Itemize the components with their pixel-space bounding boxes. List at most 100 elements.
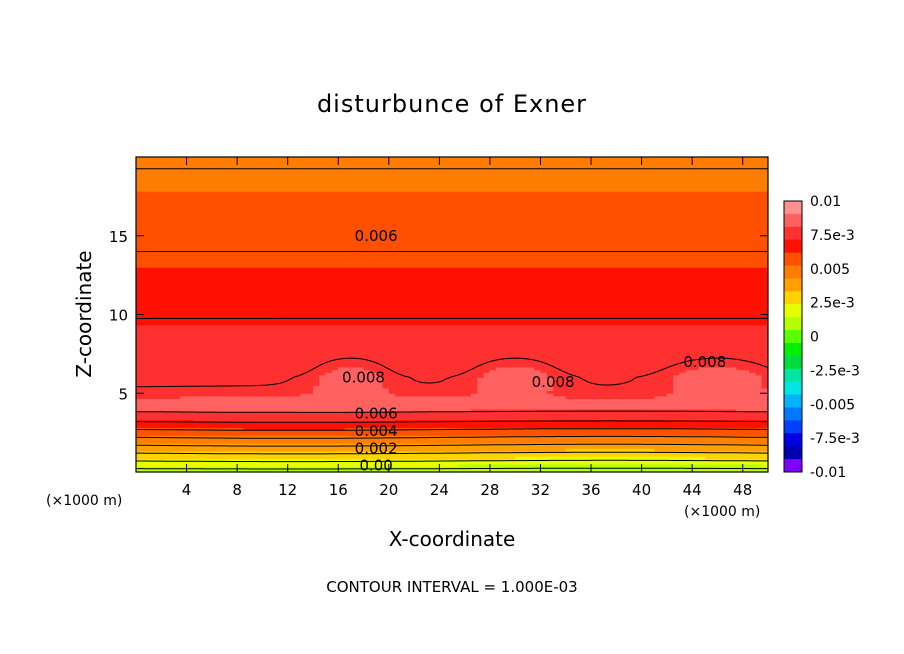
colorbar-segment	[784, 368, 802, 383]
field-cell	[136, 303, 768, 308]
field-cell	[136, 450, 768, 455]
x-axis-ticks: 4 8 12 16 20 24 28 32 36 40 44 48	[182, 157, 752, 499]
field-cell	[136, 290, 768, 294]
field-cell	[136, 353, 768, 357]
field-cell	[136, 227, 768, 231]
field-cell	[553, 379, 674, 384]
field-cell	[489, 369, 542, 373]
field-cell	[300, 392, 396, 397]
field-cell	[136, 342, 768, 347]
field-cell	[136, 264, 768, 268]
field-cell	[136, 358, 768, 363]
field-cell	[685, 369, 750, 373]
field-cell	[477, 384, 554, 389]
field-cell	[136, 408, 472, 413]
field-cell	[136, 311, 768, 315]
field-cell	[546, 374, 674, 378]
field-cell	[136, 193, 768, 197]
field-cell	[136, 203, 768, 208]
field-cell	[136, 177, 768, 182]
field-cell	[136, 440, 768, 444]
field-cell	[136, 356, 768, 360]
x-tick-label: 8	[232, 481, 242, 499]
field-cell	[136, 366, 339, 371]
colorbar-ticks: 0.01 7.5e-3 0.005 2.5e-3 0 -2.5e-3 -0.005 -7.5e…	[810, 194, 860, 481]
field-cell	[136, 350, 768, 355]
field-cell	[136, 424, 768, 428]
field-cell	[331, 369, 371, 373]
field-cell	[136, 361, 768, 365]
colorbar-tick-label: -0.005	[810, 397, 855, 413]
contour-interval-note: CONTOUR INTERVAL = 1.000E-03	[326, 578, 577, 596]
field-cell	[180, 395, 567, 399]
field-cell	[136, 232, 768, 237]
colorbar-tick-label: 7.5e-3	[810, 228, 855, 244]
field-cell	[136, 387, 314, 392]
colorbar-segment	[784, 433, 802, 447]
field-cell	[136, 332, 768, 336]
field-cell	[136, 421, 768, 426]
field-cell	[136, 382, 320, 386]
contour-label: 0.008	[683, 353, 726, 371]
field-cell	[761, 463, 768, 468]
x-tick-label: 20	[379, 481, 398, 499]
field-cell	[553, 384, 674, 389]
y-tick-label: 10	[109, 307, 128, 325]
colorbar-segment	[784, 342, 802, 357]
field-cell	[376, 371, 485, 376]
field-cell	[136, 293, 768, 297]
field-cell	[553, 377, 674, 381]
field-cell	[136, 379, 320, 384]
field-cell	[470, 392, 554, 397]
field-cell	[761, 384, 768, 389]
field-cell	[136, 458, 768, 462]
field-cell	[654, 395, 768, 399]
colorbar-segment	[784, 446, 802, 460]
field-cell	[136, 416, 768, 420]
field-cell	[136, 269, 768, 273]
field-cell	[540, 369, 687, 373]
field-cell	[477, 379, 554, 384]
colorbar-segment	[784, 252, 802, 267]
contour-label: 0.004	[355, 422, 398, 440]
field-cell	[319, 379, 384, 384]
x-units-right: (×1000 m)	[684, 504, 760, 520]
field-cell	[243, 426, 346, 431]
field-cell	[136, 429, 768, 434]
field-cell	[136, 434, 768, 439]
field-cell	[553, 382, 674, 386]
colorbar-segment	[784, 239, 802, 254]
field-cell	[136, 340, 768, 344]
y-axis-label: Z-coordinate	[72, 250, 96, 377]
field-cell	[136, 237, 768, 242]
field-cell	[553, 392, 668, 397]
colorbar-tick-label: 0	[810, 330, 819, 346]
field-cell	[136, 468, 768, 472]
colorbar-tick-label: 0.005	[810, 262, 850, 278]
field-cell	[136, 216, 768, 221]
field-cell	[382, 377, 478, 381]
field-cell	[338, 366, 365, 371]
x-tick-label: 40	[632, 481, 651, 499]
field-cell	[136, 180, 768, 184]
colorbar-segment	[784, 459, 802, 473]
field-cell	[136, 300, 768, 305]
field-cell	[136, 251, 768, 255]
field-cell	[136, 282, 768, 287]
field-cell	[136, 240, 768, 245]
field-cell	[136, 463, 459, 468]
field-cell	[136, 377, 320, 381]
field-cell	[515, 455, 706, 460]
contour-label: 0.002	[355, 439, 398, 457]
field-cell	[736, 408, 768, 413]
x-tick-label: 12	[278, 481, 297, 499]
colorbar-tick-label: -2.5e-3	[810, 363, 860, 379]
field-cell	[136, 277, 768, 281]
field-cell	[136, 279, 768, 284]
contour-line	[136, 435, 768, 439]
contour-line	[136, 357, 768, 388]
field-cell	[136, 392, 301, 397]
x-tick-label: 32	[531, 481, 550, 499]
field-cell	[136, 384, 314, 389]
